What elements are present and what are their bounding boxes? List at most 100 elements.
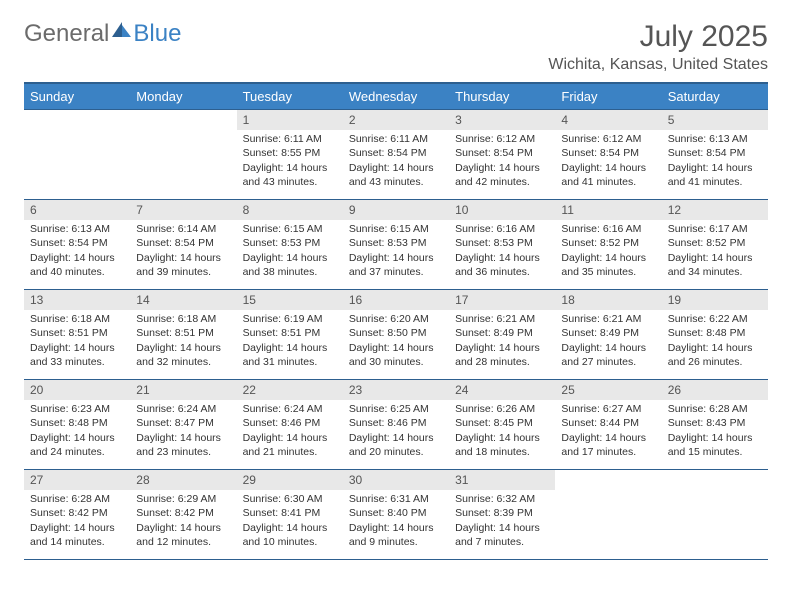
daylight-text: Daylight: 14 hours and 27 minutes. xyxy=(561,341,655,369)
day-number: 16 xyxy=(343,290,449,310)
day-body: Sunrise: 6:24 AMSunset: 8:47 PMDaylight:… xyxy=(130,400,236,463)
day-body: Sunrise: 6:23 AMSunset: 8:48 PMDaylight:… xyxy=(24,400,130,463)
daylight-text: Daylight: 14 hours and 26 minutes. xyxy=(668,341,762,369)
daylight-text: Daylight: 14 hours and 7 minutes. xyxy=(455,521,549,549)
sunrise-text: Sunrise: 6:21 AM xyxy=(455,312,549,326)
sunrise-text: Sunrise: 6:27 AM xyxy=(561,402,655,416)
sunrise-text: Sunrise: 6:21 AM xyxy=(561,312,655,326)
calendar-day-cell: 2Sunrise: 6:11 AMSunset: 8:54 PMDaylight… xyxy=(343,110,449,200)
day-number: 1 xyxy=(237,110,343,130)
day-body: Sunrise: 6:12 AMSunset: 8:54 PMDaylight:… xyxy=(555,130,661,193)
day-body: Sunrise: 6:21 AMSunset: 8:49 PMDaylight:… xyxy=(449,310,555,373)
calendar-page: General Blue July 2025 Wichita, Kansas, … xyxy=(0,0,792,580)
calendar-day-cell: 29Sunrise: 6:30 AMSunset: 8:41 PMDayligh… xyxy=(237,470,343,560)
sunrise-text: Sunrise: 6:24 AM xyxy=(243,402,337,416)
sunset-text: Sunset: 8:51 PM xyxy=(30,326,124,340)
day-body: Sunrise: 6:11 AMSunset: 8:55 PMDaylight:… xyxy=(237,130,343,193)
day-body: Sunrise: 6:12 AMSunset: 8:54 PMDaylight:… xyxy=(449,130,555,193)
day-body: Sunrise: 6:18 AMSunset: 8:51 PMDaylight:… xyxy=(24,310,130,373)
sunset-text: Sunset: 8:39 PM xyxy=(455,506,549,520)
calendar-table: SundayMondayTuesdayWednesdayThursdayFrid… xyxy=(24,82,768,560)
sunrise-text: Sunrise: 6:16 AM xyxy=(561,222,655,236)
logo-text-blue: Blue xyxy=(133,20,181,48)
sunset-text: Sunset: 8:44 PM xyxy=(561,416,655,430)
daylight-text: Daylight: 14 hours and 21 minutes. xyxy=(243,431,337,459)
sunrise-text: Sunrise: 6:28 AM xyxy=(30,492,124,506)
day-body: Sunrise: 6:20 AMSunset: 8:50 PMDaylight:… xyxy=(343,310,449,373)
calendar-day-cell: 16Sunrise: 6:20 AMSunset: 8:50 PMDayligh… xyxy=(343,290,449,380)
weekday-header: Thursday xyxy=(449,83,555,110)
sunset-text: Sunset: 8:41 PM xyxy=(243,506,337,520)
weekday-header: Tuesday xyxy=(237,83,343,110)
title-block: July 2025 Wichita, Kansas, United States xyxy=(548,20,768,74)
calendar-day-cell: 23Sunrise: 6:25 AMSunset: 8:46 PMDayligh… xyxy=(343,380,449,470)
calendar-day-cell xyxy=(662,470,768,560)
sunset-text: Sunset: 8:51 PM xyxy=(243,326,337,340)
daylight-text: Daylight: 14 hours and 18 minutes. xyxy=(455,431,549,459)
sunrise-text: Sunrise: 6:13 AM xyxy=(668,132,762,146)
daylight-text: Daylight: 14 hours and 37 minutes. xyxy=(349,251,443,279)
day-number: 25 xyxy=(555,380,661,400)
sunrise-text: Sunrise: 6:24 AM xyxy=(136,402,230,416)
sunrise-text: Sunrise: 6:19 AM xyxy=(243,312,337,326)
calendar-day-cell: 19Sunrise: 6:22 AMSunset: 8:48 PMDayligh… xyxy=(662,290,768,380)
sunset-text: Sunset: 8:54 PM xyxy=(455,146,549,160)
daylight-text: Daylight: 14 hours and 23 minutes. xyxy=(136,431,230,459)
calendar-day-cell xyxy=(555,470,661,560)
daylight-text: Daylight: 14 hours and 12 minutes. xyxy=(136,521,230,549)
daylight-text: Daylight: 14 hours and 40 minutes. xyxy=(30,251,124,279)
sunrise-text: Sunrise: 6:26 AM xyxy=(455,402,549,416)
day-number: 15 xyxy=(237,290,343,310)
daylight-text: Daylight: 14 hours and 31 minutes. xyxy=(243,341,337,369)
day-number: 3 xyxy=(449,110,555,130)
sunrise-text: Sunrise: 6:17 AM xyxy=(668,222,762,236)
day-body: Sunrise: 6:26 AMSunset: 8:45 PMDaylight:… xyxy=(449,400,555,463)
calendar-week-row: 20Sunrise: 6:23 AMSunset: 8:48 PMDayligh… xyxy=(24,380,768,470)
sunset-text: Sunset: 8:42 PM xyxy=(30,506,124,520)
day-number: 4 xyxy=(555,110,661,130)
sunrise-text: Sunrise: 6:29 AM xyxy=(136,492,230,506)
day-body: Sunrise: 6:27 AMSunset: 8:44 PMDaylight:… xyxy=(555,400,661,463)
logo: General Blue xyxy=(24,20,181,48)
day-body: Sunrise: 6:14 AMSunset: 8:54 PMDaylight:… xyxy=(130,220,236,283)
sunrise-text: Sunrise: 6:30 AM xyxy=(243,492,337,506)
calendar-day-cell: 10Sunrise: 6:16 AMSunset: 8:53 PMDayligh… xyxy=(449,200,555,290)
day-body: Sunrise: 6:16 AMSunset: 8:52 PMDaylight:… xyxy=(555,220,661,283)
sunset-text: Sunset: 8:54 PM xyxy=(349,146,443,160)
sunset-text: Sunset: 8:53 PM xyxy=(455,236,549,250)
calendar-day-cell xyxy=(130,110,236,200)
daylight-text: Daylight: 14 hours and 9 minutes. xyxy=(349,521,443,549)
daylight-text: Daylight: 14 hours and 36 minutes. xyxy=(455,251,549,279)
calendar-day-cell: 6Sunrise: 6:13 AMSunset: 8:54 PMDaylight… xyxy=(24,200,130,290)
day-body: Sunrise: 6:25 AMSunset: 8:46 PMDaylight:… xyxy=(343,400,449,463)
sunset-text: Sunset: 8:46 PM xyxy=(349,416,443,430)
calendar-day-cell: 25Sunrise: 6:27 AMSunset: 8:44 PMDayligh… xyxy=(555,380,661,470)
calendar-week-row: 27Sunrise: 6:28 AMSunset: 8:42 PMDayligh… xyxy=(24,470,768,560)
calendar-week-row: 6Sunrise: 6:13 AMSunset: 8:54 PMDaylight… xyxy=(24,200,768,290)
sunrise-text: Sunrise: 6:31 AM xyxy=(349,492,443,506)
day-body: Sunrise: 6:22 AMSunset: 8:48 PMDaylight:… xyxy=(662,310,768,373)
daylight-text: Daylight: 14 hours and 20 minutes. xyxy=(349,431,443,459)
sunset-text: Sunset: 8:53 PM xyxy=(243,236,337,250)
daylight-text: Daylight: 14 hours and 39 minutes. xyxy=(136,251,230,279)
sunset-text: Sunset: 8:53 PM xyxy=(349,236,443,250)
day-number: 20 xyxy=(24,380,130,400)
sunrise-text: Sunrise: 6:20 AM xyxy=(349,312,443,326)
day-body: Sunrise: 6:13 AMSunset: 8:54 PMDaylight:… xyxy=(662,130,768,193)
day-body: Sunrise: 6:17 AMSunset: 8:52 PMDaylight:… xyxy=(662,220,768,283)
daylight-text: Daylight: 14 hours and 43 minutes. xyxy=(349,161,443,189)
day-number: 31 xyxy=(449,470,555,490)
daylight-text: Daylight: 14 hours and 38 minutes. xyxy=(243,251,337,279)
sunrise-text: Sunrise: 6:18 AM xyxy=(136,312,230,326)
sunset-text: Sunset: 8:54 PM xyxy=(136,236,230,250)
day-number: 9 xyxy=(343,200,449,220)
sunset-text: Sunset: 8:54 PM xyxy=(668,146,762,160)
calendar-day-cell: 22Sunrise: 6:24 AMSunset: 8:46 PMDayligh… xyxy=(237,380,343,470)
day-body: Sunrise: 6:29 AMSunset: 8:42 PMDaylight:… xyxy=(130,490,236,553)
sunset-text: Sunset: 8:49 PM xyxy=(561,326,655,340)
calendar-day-cell: 7Sunrise: 6:14 AMSunset: 8:54 PMDaylight… xyxy=(130,200,236,290)
day-body: Sunrise: 6:11 AMSunset: 8:54 PMDaylight:… xyxy=(343,130,449,193)
calendar-day-cell: 28Sunrise: 6:29 AMSunset: 8:42 PMDayligh… xyxy=(130,470,236,560)
daylight-text: Daylight: 14 hours and 24 minutes. xyxy=(30,431,124,459)
sunrise-text: Sunrise: 6:11 AM xyxy=(349,132,443,146)
